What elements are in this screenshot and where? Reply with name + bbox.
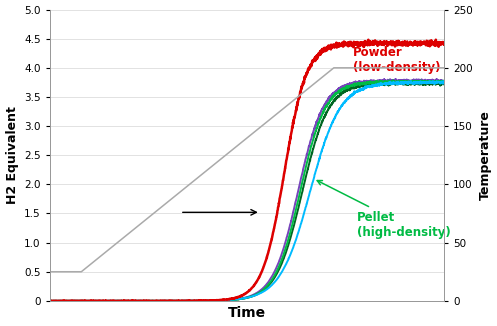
Text: Pellet
(high-density): Pellet (high-density) <box>317 181 451 239</box>
X-axis label: Time: Time <box>228 306 266 320</box>
Y-axis label: Temperature: Temperature <box>479 110 492 200</box>
Y-axis label: H2 Equivalent: H2 Equivalent <box>5 106 18 204</box>
Text: Powder
(low-density): Powder (low-density) <box>353 46 440 74</box>
